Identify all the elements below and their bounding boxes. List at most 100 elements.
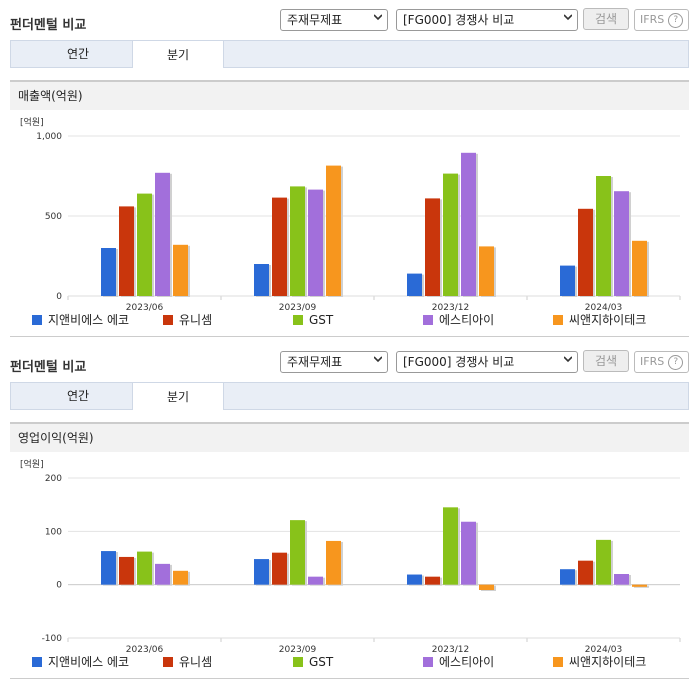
bar xyxy=(632,584,647,587)
legend-item[interactable]: 씨앤지하이테크 xyxy=(553,655,646,669)
bar xyxy=(155,172,170,296)
compare-select[interactable]: [FG000] 경쟁사 비교 xyxy=(396,9,578,31)
legend-item[interactable]: 지앤비에스 에코 xyxy=(32,655,129,669)
chevron-down-icon xyxy=(564,356,572,363)
bar xyxy=(443,173,458,296)
legend-swatch xyxy=(32,656,42,667)
search-button[interactable]: 검색 xyxy=(583,8,629,30)
tab-quarterly[interactable]: 분기 xyxy=(132,40,224,68)
bar xyxy=(632,240,647,296)
chevron-down-icon xyxy=(564,14,572,21)
y-tick-label: 200 xyxy=(45,474,62,484)
legend-swatch xyxy=(553,656,563,667)
statement-select[interactable]: 주재무제표 xyxy=(280,9,388,31)
statement-select-value: 주재무제표 xyxy=(287,13,343,27)
y-tick-label: 100 xyxy=(45,527,62,537)
bar xyxy=(425,576,440,585)
bar xyxy=(443,507,458,585)
legend-swatch xyxy=(423,314,433,325)
bar xyxy=(272,197,287,296)
legend-swatch xyxy=(32,314,42,325)
bar xyxy=(407,574,422,585)
bar xyxy=(560,569,575,585)
bar xyxy=(479,584,494,590)
legend-item[interactable]: GST xyxy=(293,313,333,327)
legend-item[interactable]: 유니셈 xyxy=(163,655,212,669)
legend-label: 씨앤지하이테크 xyxy=(569,655,647,669)
bar xyxy=(173,570,188,585)
legend-label: 지앤비에스 에코 xyxy=(48,655,130,669)
chevron-down-icon xyxy=(374,356,382,363)
legend-item[interactable]: 에스티아이 xyxy=(423,313,494,327)
tab-annual[interactable]: 연간 xyxy=(66,389,90,403)
x-tick-label: 2023/12 xyxy=(432,645,469,654)
x-tick-label: 2024/03 xyxy=(585,645,622,654)
chart-title: 영업이익(억원) xyxy=(10,422,689,452)
y-tick-label: 0 xyxy=(56,292,62,302)
bar xyxy=(254,559,269,585)
legend-swatch xyxy=(293,656,303,667)
panel-operating-profit: 펀더멘털 비교 주재무제표 [FG000] 경쟁사 비교 검색 IFRS? 연간… xyxy=(0,342,696,684)
statement-select[interactable]: 주재무제표 xyxy=(280,351,388,373)
bar xyxy=(308,576,323,585)
revenue-chart: [억원] 1,000 500 0 2023/06 2023/09 2023/12 2024/0… xyxy=(20,116,681,312)
x-tick-label: 2023/06 xyxy=(126,645,164,654)
period-tabs: 연간 분기 xyxy=(10,40,689,68)
tab-annual[interactable]: 연간 xyxy=(66,47,90,61)
bar xyxy=(308,189,323,296)
legend-item[interactable]: 유니셈 xyxy=(163,313,212,327)
bar xyxy=(479,246,494,296)
bar xyxy=(578,560,593,585)
panel-revenue: 펀더멘털 비교 주재무제표 [FG000] 경쟁사 비교 검색 IFRS? 연간… xyxy=(0,0,696,340)
legend-label: 지앤비에스 에코 xyxy=(48,313,130,327)
panel-title: 펀더멘털 비교 xyxy=(10,360,87,375)
bar xyxy=(137,551,152,585)
divider xyxy=(10,678,689,679)
bar xyxy=(461,152,476,296)
legend-label: 에스티아이 xyxy=(439,655,495,669)
compare-select-value: [FG000] 경쟁사 비교 xyxy=(403,13,515,27)
chevron-down-icon xyxy=(374,14,382,21)
legend-swatch xyxy=(163,314,173,325)
panel-title: 펀더멘털 비교 xyxy=(10,18,87,33)
bar xyxy=(326,165,341,296)
legend-label: 유니셈 xyxy=(179,313,213,327)
compare-select-value: [FG000] 경쟁사 비교 xyxy=(403,355,515,369)
y-tick-label: -100 xyxy=(42,634,63,644)
legend-item[interactable]: 에스티아이 xyxy=(423,655,494,669)
ifrs-label: IFRS xyxy=(640,355,665,368)
tab-quarterly[interactable]: 분기 xyxy=(132,382,224,410)
legend-swatch xyxy=(423,656,433,667)
legend-item[interactable]: 씨앤지하이테크 xyxy=(553,313,646,327)
ifrs-help-button[interactable]: IFRS? xyxy=(634,351,689,373)
legend-item[interactable]: 지앤비에스 에코 xyxy=(32,313,129,327)
bar xyxy=(596,539,611,585)
legend-label: 에스티아이 xyxy=(439,313,495,327)
x-tick-label: 2023/06 xyxy=(126,303,164,312)
chart-title: 매출액(억원) xyxy=(10,80,689,110)
bar xyxy=(254,264,269,296)
bar xyxy=(560,265,575,296)
legend-swatch xyxy=(553,314,563,325)
bar xyxy=(425,198,440,296)
bar xyxy=(101,551,116,585)
help-icon: ? xyxy=(668,354,684,370)
search-button[interactable]: 검색 xyxy=(583,350,629,372)
legend-label: 유니셈 xyxy=(179,655,213,669)
bar xyxy=(119,206,134,296)
bar xyxy=(290,520,305,585)
legend-label: 씨앤지하이테크 xyxy=(569,313,647,327)
bar xyxy=(614,191,629,296)
bar xyxy=(137,193,152,296)
x-tick-label: 2023/09 xyxy=(279,645,317,654)
bar xyxy=(407,273,422,296)
bar xyxy=(290,186,305,296)
bar xyxy=(596,176,611,296)
legend-item[interactable]: GST xyxy=(293,655,333,669)
ifrs-help-button[interactable]: IFRS? xyxy=(634,9,689,31)
compare-select[interactable]: [FG000] 경쟁사 비교 xyxy=(396,351,578,373)
bar xyxy=(578,208,593,296)
y-tick-label: 1,000 xyxy=(36,132,62,142)
bar xyxy=(272,552,287,585)
x-tick-label: 2023/09 xyxy=(279,303,317,312)
